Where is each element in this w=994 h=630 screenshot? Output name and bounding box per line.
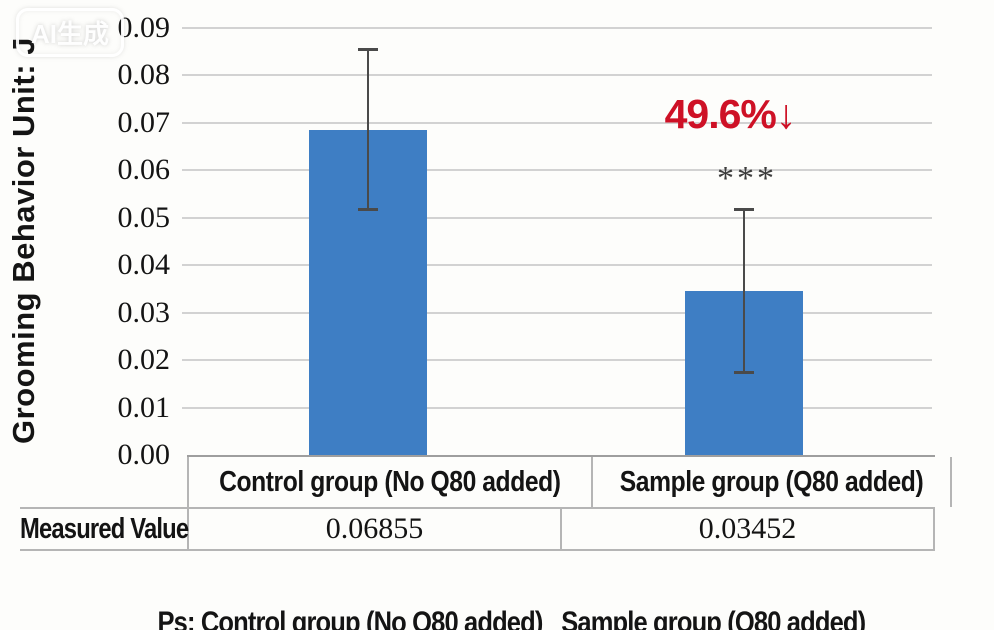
gridline [182,264,932,267]
y-axis-title: Grooming Behavior Unit: J [6,37,41,445]
error-bar-cap-bottom [734,371,754,375]
gridline [182,406,932,409]
gridline [182,216,932,219]
y-tick-label: 0.01 [117,390,171,424]
measured-value-control: 0.06855 [187,507,560,551]
gridline [182,121,932,124]
category-header-row: Control group (No Q80 added) Sample grou… [187,455,952,507]
gridline [182,27,932,29]
ai-generated-watermark: AI生成 [16,8,125,57]
significance-stars: *** [717,160,777,197]
decrease-annotation: 49.6%↓ [664,91,797,137]
data-table-row: Measured Value 0.06855 0.03452 [20,507,935,551]
y-tick-label: 0.02 [117,343,171,377]
gridline [182,169,932,172]
footnote-text: Ps: Control group (No Q80 added) Sample … [157,606,867,630]
error-bar-line [743,209,745,374]
y-tick-label: 0.05 [117,200,171,234]
category-label-control-text: Control group (No Q80 added) [219,465,561,498]
category-label-sample-text: Sample group (Q80 added) [619,465,923,498]
gridline [182,311,932,314]
error-bar-cap-top [358,48,378,52]
y-tick-label: 0.07 [117,105,171,139]
gridline [182,74,932,77]
measured-value-sample: 0.03452 [560,507,935,551]
y-tick-label: 0.08 [117,58,171,92]
error-bar-line [367,49,369,211]
y-tick-label: 0.06 [117,153,171,187]
ai-generated-watermark-text: AI生成 [31,19,110,49]
y-tick-label: 0.03 [117,295,171,329]
footnote: Ps: Control group (No Q80 added) Sample … [0,572,994,630]
measured-value-label-text: Measured Value [20,512,189,545]
category-label-sample: Sample group (Q80 added) [590,457,952,507]
y-tick-label: 0.00 [117,438,171,471]
category-label-control: Control group (No Q80 added) [187,457,591,507]
y-tick-label: 0.04 [117,248,171,282]
error-bar-cap-bottom [358,208,378,212]
gridline [182,359,932,362]
measured-value-label: Measured Value [20,507,189,551]
y-tick-label: 0.09 [117,11,171,44]
error-bar-cap-top [734,208,754,212]
